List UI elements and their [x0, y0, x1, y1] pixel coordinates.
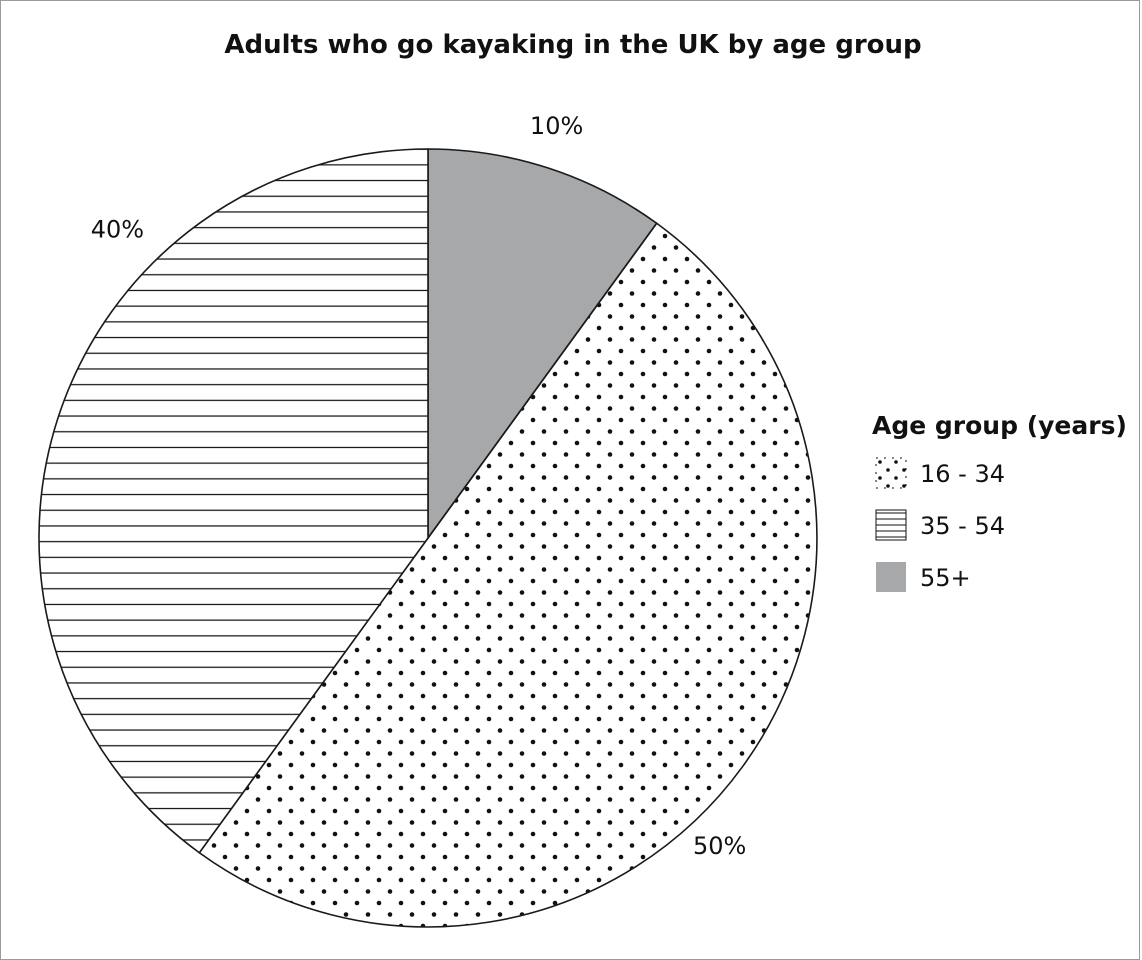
pie-slice-55	[427, 148, 658, 541]
pie-slices	[38, 148, 818, 928]
legend-label-55: 55+	[920, 564, 971, 592]
legend-swatch-35-54	[875, 509, 907, 541]
legend-title: Age group (years)	[872, 411, 1127, 440]
data-label-16-34: 50%	[693, 832, 746, 860]
legend-swatch-55	[876, 562, 906, 592]
legend-label-16-34: 16 - 34	[920, 460, 1005, 488]
legend: 16 - 34 35 - 54 55+	[875, 457, 1005, 592]
data-label-55: 10%	[530, 112, 583, 140]
legend-swatch-16-34	[875, 457, 907, 489]
pie-slice-16-34	[198, 222, 818, 928]
chart-title: Adults who go kayaking in the UK by age …	[224, 30, 921, 60]
pie-slice-labels: 10% 50% 40%	[91, 112, 747, 860]
pie-slice-35-54	[38, 148, 429, 854]
legend-label-35-54: 35 - 54	[920, 512, 1005, 540]
data-label-35-54: 40%	[91, 215, 144, 243]
